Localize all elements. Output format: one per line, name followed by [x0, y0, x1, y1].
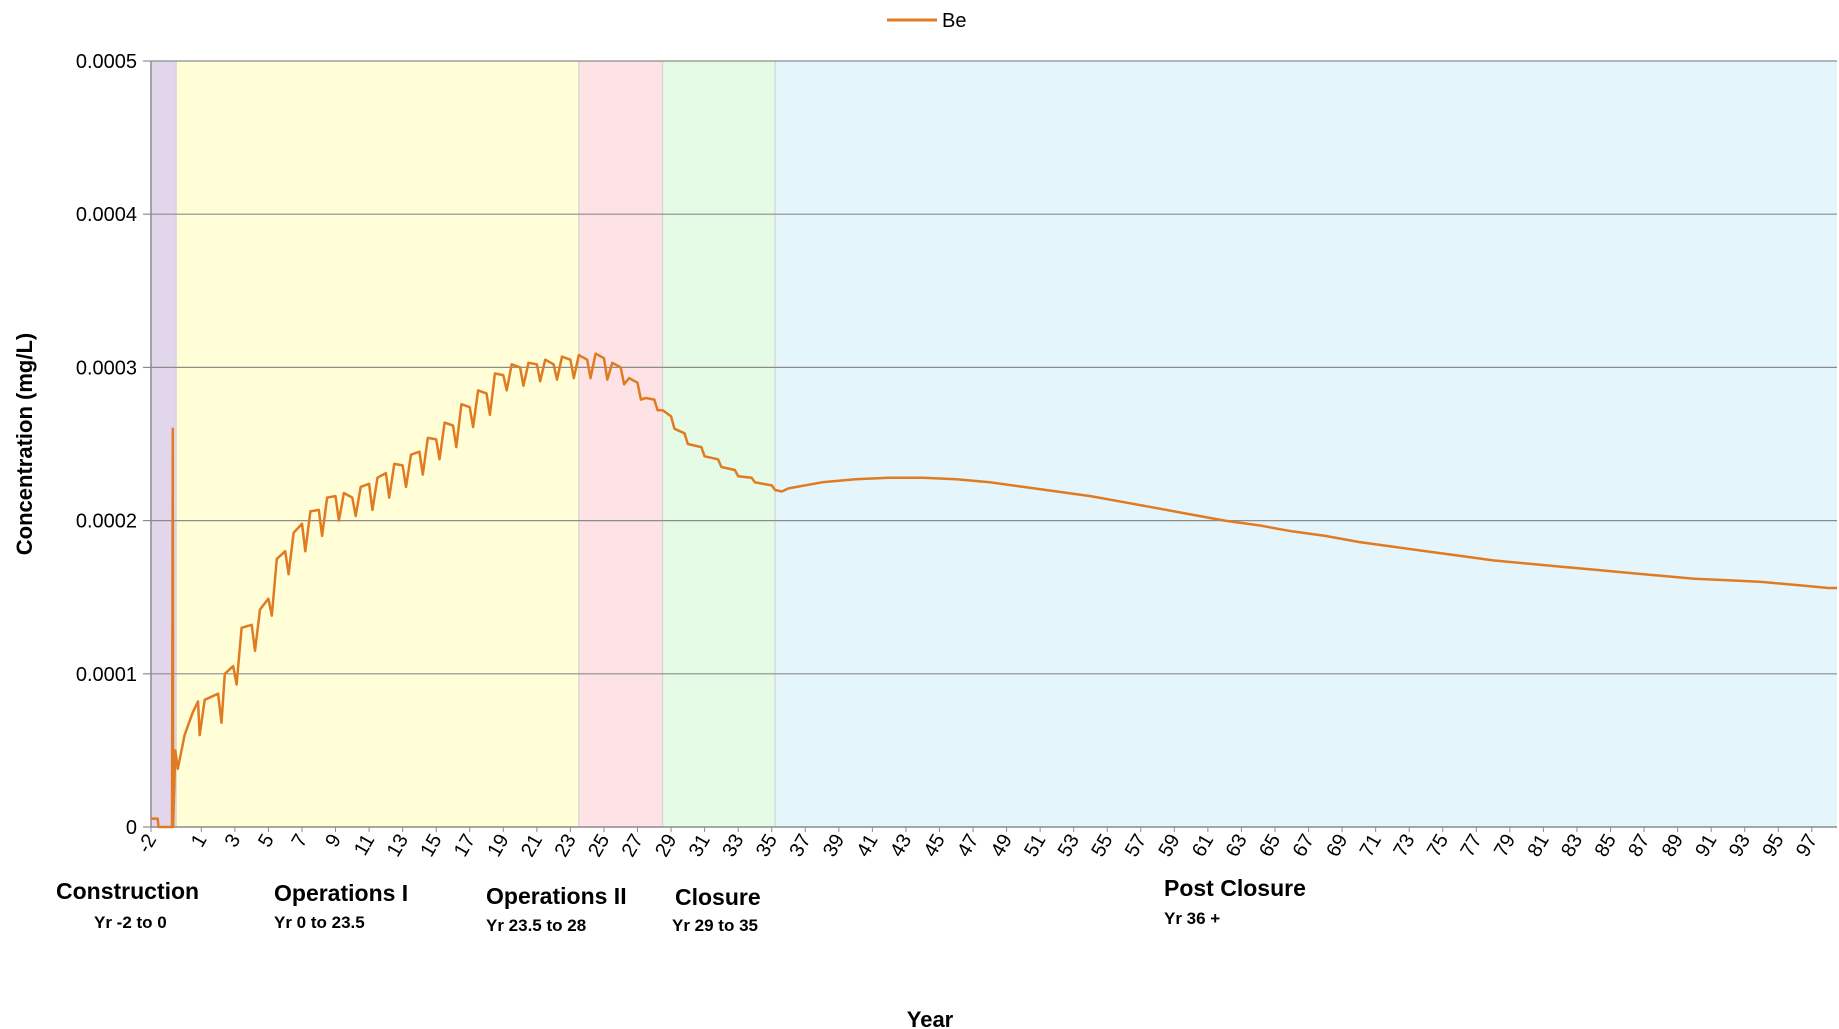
x-tick-label: 1 [187, 831, 212, 852]
x-tick-label: 37 [785, 831, 815, 861]
x-tick-label: 69 [1322, 831, 1352, 861]
phase-label-operations-ii: Operations II [486, 883, 627, 909]
phase-range-construction: Yr -2 to 0 [94, 913, 167, 932]
x-tick-label: 65 [1255, 831, 1285, 861]
x-tick-label: 51 [1020, 831, 1050, 861]
x-tick-label: 79 [1490, 831, 1520, 861]
series-layer [151, 352, 1837, 829]
legend: Be [887, 10, 966, 32]
phase-range-operations-ii: Yr 23.5 to 28 [486, 916, 586, 935]
x-tick-label: 49 [987, 831, 1017, 861]
x-tick-label: 87 [1624, 831, 1654, 861]
x-tick-label: 97 [1792, 831, 1822, 861]
x-tick-label: 81 [1524, 831, 1554, 861]
x-tick-label: 73 [1389, 831, 1419, 861]
x-tick-label: 67 [1289, 831, 1319, 861]
phase-range-operations-i: Yr 0 to 23.5 [274, 913, 365, 932]
x-tick-label: 89 [1658, 831, 1688, 861]
x-tick-label: 5 [254, 831, 279, 852]
x-tick-label: 3 [221, 831, 246, 852]
axes [150, 61, 1837, 832]
x-tick-label: 43 [886, 831, 916, 861]
x-tick-label: 25 [584, 831, 614, 861]
x-tick-label: 17 [450, 831, 480, 861]
legend-label-be: Be [942, 10, 966, 32]
x-tick-label: 45 [920, 831, 950, 861]
x-tick-label: 61 [1188, 831, 1218, 861]
phase-label-construction: Construction [56, 878, 199, 904]
y-tick-label: 0.0005 [76, 51, 137, 73]
phase-label-operations-i: Operations I [274, 880, 408, 906]
phase-bands [151, 61, 1837, 827]
x-tick-label: 23 [551, 831, 581, 861]
x-tick-label: 21 [517, 831, 547, 861]
x-tick-label: 53 [1054, 831, 1084, 861]
x-tick-label: 93 [1725, 831, 1755, 861]
x-tick-label: 55 [1087, 831, 1117, 861]
x-tick-label: 11 [350, 831, 379, 860]
y-tick-label: 0 [126, 817, 137, 839]
x-tick-label: 27 [618, 831, 648, 861]
x-tick-label: 39 [819, 831, 849, 861]
y-tick-label: 0.0002 [76, 511, 137, 533]
x-tick-label: 63 [1222, 831, 1252, 861]
x-tick-label: 83 [1557, 831, 1587, 861]
x-tick-label: 35 [752, 831, 782, 861]
x-tick-labels: -2 1 3 5 7 9 11 13 15 17 19 21 23 25 27 29 31 33 35 37 39 41 4… [133, 831, 1822, 861]
y-tick-label: 0.0001 [76, 664, 137, 686]
x-tick-label: 77 [1456, 831, 1486, 861]
x-tick-label: 13 [383, 831, 413, 861]
phase-band-operations-i [176, 61, 579, 827]
x-tick-label: 91 [1691, 831, 1721, 861]
x-tick-label: 33 [718, 831, 748, 861]
x-tick-label: 71 [1356, 831, 1386, 861]
phase-label-post-closure: Post Closure [1164, 875, 1306, 901]
phase-range-closure: Yr 29 to 35 [672, 916, 758, 935]
x-tick-label: 19 [483, 831, 513, 861]
y-tick-labels: 0 0.0001 0.0002 0.0003 0.0004 0.0005 [76, 51, 137, 839]
x-tick-label: 31 [685, 831, 715, 861]
y-axis-title: Concentration (mg/L) [12, 333, 37, 555]
phase-band-operations-ii [578, 61, 663, 827]
x-tick-label: 29 [651, 831, 681, 861]
x-tick-label: 47 [953, 831, 983, 861]
x-tick-label: 59 [1154, 831, 1184, 861]
x-tick-label: 41 [853, 831, 883, 861]
x-tick-label: -2 [133, 831, 161, 857]
phase-labels: Construction Yr -2 to 0 Operations I Yr 0 t… [56, 875, 1306, 935]
phase-band-post-closure [775, 61, 1837, 827]
x-axis-title: Year [907, 1007, 954, 1029]
y-tick-label: 0.0004 [76, 204, 137, 226]
phase-label-closure: Closure [675, 884, 761, 910]
phase-range-post-closure: Yr 36 + [1164, 909, 1220, 928]
x-tick-label: 15 [416, 831, 446, 861]
x-tick-label: 9 [321, 831, 346, 852]
phase-band-closure [662, 61, 776, 827]
gridlines [143, 60, 1837, 828]
series-line-be [151, 352, 1837, 829]
x-tick-label: 57 [1121, 831, 1151, 861]
x-tick-label: 75 [1423, 831, 1453, 861]
y-tick-label: 0.0003 [76, 357, 137, 379]
x-tick-label: 95 [1758, 831, 1788, 861]
x-tick-label: 85 [1591, 831, 1621, 861]
x-tick-label: 7 [288, 831, 313, 852]
